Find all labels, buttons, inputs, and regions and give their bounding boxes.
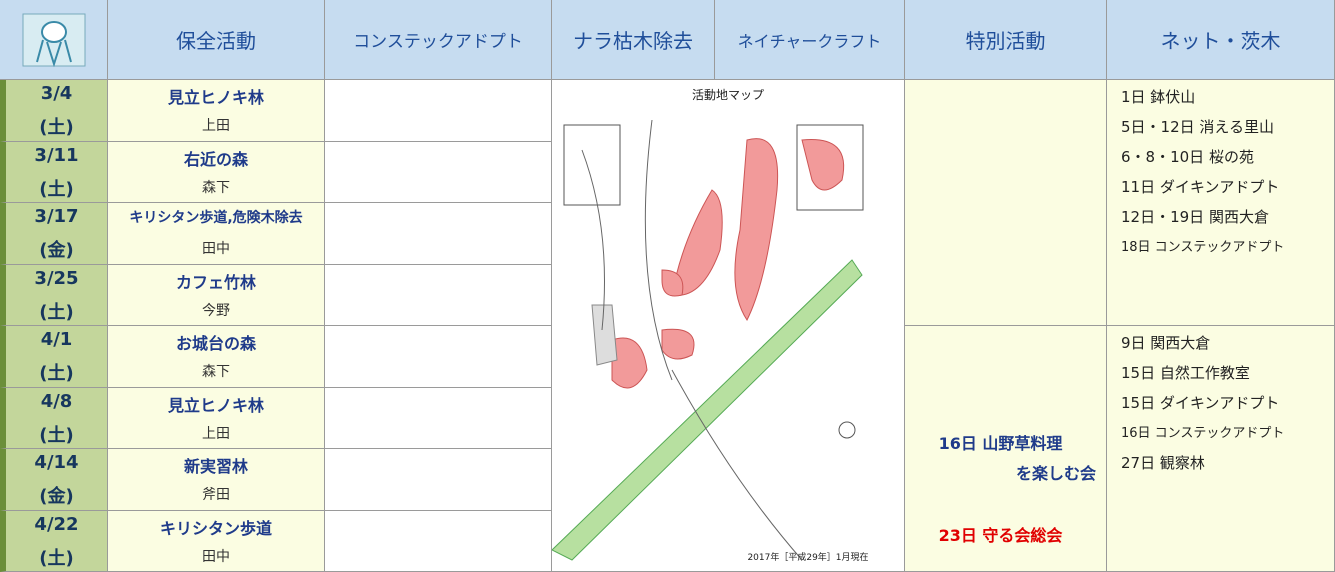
header-cell: 保全活動: [108, 0, 325, 80]
net-event: 12日・19日 関西大倉: [1121, 208, 1269, 226]
date: 4/22: [34, 513, 79, 535]
place: 見立ヒノキ林: [167, 395, 264, 415]
place: キリシタン歩道: [159, 518, 272, 538]
place: キリシタン歩道,危険木除去: [129, 210, 303, 226]
net-event: 11日 ダイキンアドプト: [1121, 178, 1280, 196]
map-note: 2017年［平成29年］1月現在: [747, 553, 869, 563]
date: 4/14: [34, 452, 79, 473]
place-cell: 見立ヒノキ林 上田: [108, 80, 325, 142]
net-event: 16日 コンステックアドプト: [1121, 426, 1285, 441]
header-cell: ネット・茨木: [1107, 0, 1335, 80]
net-event: 6・8・10日 桜の苑: [1121, 148, 1254, 166]
place: 新実習林: [183, 457, 248, 476]
date: 4/8: [40, 390, 73, 412]
adopt-cell: [325, 387, 552, 449]
weekday: (土): [39, 424, 74, 446]
place: カフェ竹林: [175, 272, 256, 292]
date-cell: 3/17 (金): [0, 203, 108, 265]
weekday: (金): [39, 240, 74, 261]
person: 上田: [202, 118, 230, 134]
special-cell: 16日 山野草料理を楽しむ会 23日 守る会総会: [905, 326, 1107, 572]
adopt-cell: [325, 203, 552, 265]
net-event: 18日 コンステックアドプト: [1121, 240, 1285, 255]
person: 森下: [202, 364, 230, 380]
special-cell: [905, 80, 1107, 326]
special-event: 16日 山野草料理: [938, 434, 1063, 453]
adopt-cell: [325, 80, 552, 142]
map: [551, 119, 864, 561]
net-event: 27日 観察林: [1121, 454, 1205, 472]
net-cell: 9日 関西大倉 15日 自然工作教室 15日 ダイキンアドプト 16日 コンステックア…: [1107, 326, 1335, 572]
net-event: 5日・12日 消える里山: [1121, 118, 1274, 136]
special-event: 23日 守る会総会: [938, 526, 1063, 545]
place: 見立ヒノキ林: [167, 88, 264, 107]
person: 田中: [202, 548, 230, 565]
place-cell: カフェ竹林 今野: [108, 264, 325, 326]
place-cell: 右近の森 森下: [108, 141, 325, 203]
place-cell: キリシタン歩道 田中: [108, 510, 325, 572]
place: お城台の森: [175, 334, 256, 353]
weekday: (土): [39, 178, 74, 200]
date-cell: 3/4 (土): [0, 80, 108, 142]
adopt-cell: [325, 326, 552, 388]
net-event: 1日 鉢伏山: [1121, 88, 1196, 106]
net-event: 9日 関西大倉: [1121, 334, 1211, 352]
date-cell: 4/1 (土): [0, 326, 108, 388]
date: 3/25: [34, 267, 79, 289]
weekday: (土): [39, 117, 74, 138]
place-cell: お城台の森 森下: [108, 326, 325, 388]
date-cell: 4/22 (土): [0, 510, 108, 572]
adopt-cell: [325, 141, 552, 203]
weekday: (土): [39, 301, 74, 323]
net-event: 15日 自然工作教室: [1121, 364, 1250, 382]
logo-cell: [0, 0, 108, 80]
date: 3/17: [34, 206, 79, 227]
date: 3/11: [34, 144, 79, 166]
place-cell: 新実習林 斧田: [108, 449, 325, 511]
special-event: を楽しむ会: [1015, 464, 1096, 483]
weekday: (土): [39, 363, 74, 384]
header-cell: コンステックアドプト: [325, 0, 552, 80]
header-cell: ネイチャークラフト: [715, 0, 905, 80]
date: 4/1: [40, 329, 73, 350]
adopt-cell: [325, 264, 552, 326]
date-cell: 3/11 (土): [0, 141, 108, 203]
weekday: (金): [39, 486, 74, 507]
date: 3/4: [40, 83, 73, 104]
weekday: (土): [39, 547, 74, 569]
map-cell: 活動地マップ 2017年［平成29年］1月現在: [551, 80, 905, 572]
person: 森下: [202, 179, 230, 196]
adopt-cell: [325, 449, 552, 511]
date-cell: 4/8 (土): [0, 387, 108, 449]
place-cell: キリシタン歩道,危険木除去 田中: [108, 203, 325, 265]
date-cell: 3/25 (土): [0, 264, 108, 326]
person: 今野: [202, 302, 230, 319]
adopt-cell: [325, 510, 552, 572]
person: 田中: [202, 241, 230, 257]
place: 右近の森: [183, 149, 248, 169]
map-title: 活動地マップ: [691, 88, 764, 102]
header-cell: 特別活動: [905, 0, 1107, 80]
person: 斧田: [202, 487, 230, 503]
net-event: 15日 ダイキンアドプト: [1121, 394, 1280, 412]
header-cell: ナラ枯木除去: [552, 0, 715, 80]
date-cell: 4/14 (金): [0, 449, 108, 511]
person: 上田: [202, 425, 230, 442]
net-cell: 1日 鉢伏山 5日・12日 消える里山 6・8・10日 桜の苑 11日 ダイキンアドプ…: [1107, 80, 1335, 326]
place-cell: 見立ヒノキ林 上田: [108, 387, 325, 449]
logo: [22, 13, 85, 67]
